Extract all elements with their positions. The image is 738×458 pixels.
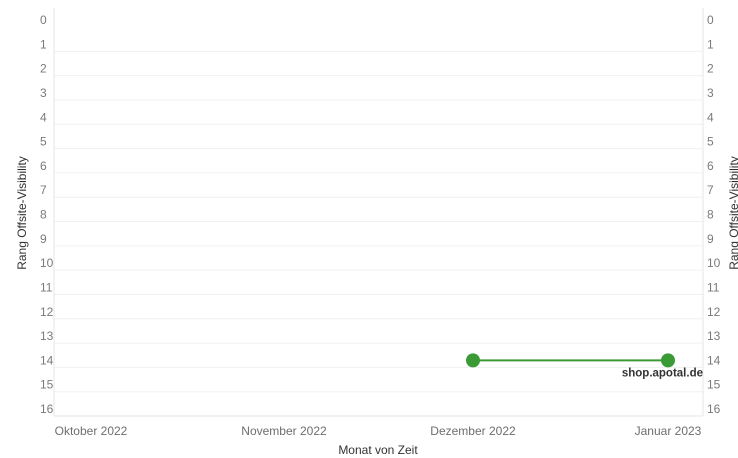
x-axis-ticks: Oktober 2022 November 2022 Dezember 2022 Ja…	[55, 424, 702, 438]
y-tick-left: 10	[40, 256, 54, 270]
y-tick-right: 7	[707, 183, 714, 197]
x-tick-label: November 2022	[241, 424, 327, 438]
y-tick-left: 13	[40, 329, 54, 343]
y-tick-left: 11	[40, 280, 53, 294]
y-tick-left: 9	[40, 232, 47, 246]
gridlines	[54, 50, 703, 417]
y-tick-right: 8	[707, 208, 714, 222]
y-tick-left: 3	[40, 86, 47, 100]
y-tick-left: 6	[40, 159, 47, 173]
y-tick-right: 13	[707, 329, 721, 343]
y-tick-left: 14	[40, 353, 54, 367]
y-tick-left: 2	[40, 62, 47, 76]
data-point[interactable]	[661, 353, 675, 368]
y-tick-right: 2	[707, 62, 714, 76]
y-tick-right: 5	[707, 135, 714, 149]
y-tick-left: 7	[40, 183, 47, 197]
y-tick-right: 15	[707, 378, 721, 392]
series-label: shop.apotal.de	[622, 367, 703, 379]
y-tick-right: 1	[707, 37, 714, 51]
y-tick-right: 11	[707, 280, 720, 294]
y-axis-title-left: Rang Offsite-Visibility	[15, 156, 29, 270]
x-tick-label: Oktober 2022	[55, 424, 128, 438]
y-tick-right: 4	[707, 110, 714, 124]
y-axis-title-right: Rang Offsite-Visibility	[727, 156, 738, 270]
y-tick-right: 10	[707, 256, 721, 270]
y-tick-left: 0	[40, 13, 47, 27]
x-tick-label: Januar 2023	[635, 424, 702, 438]
y-tick-right: 0	[707, 13, 714, 27]
y-tick-right: 3	[707, 86, 714, 100]
x-tick-label: Dezember 2022	[430, 424, 516, 438]
y-tick-right: 12	[707, 305, 721, 319]
y-tick-left: 4	[40, 110, 47, 124]
y-tick-right: 16	[707, 402, 721, 416]
y-tick-right: 9	[707, 232, 714, 246]
y-tick-left: 8	[40, 208, 47, 222]
series-layer: shop.apotal.de	[466, 353, 703, 379]
y-tick-left: 5	[40, 135, 47, 149]
y-tick-right: 14	[707, 353, 721, 367]
y-tick-left: 15	[40, 378, 54, 392]
y-tick-right: 6	[707, 159, 714, 173]
y-tick-left: 12	[40, 305, 54, 319]
y-tick-left: 16	[40, 402, 54, 416]
data-point[interactable]	[466, 353, 480, 368]
y-tick-left: 1	[40, 37, 47, 51]
x-axis-title: Monat von Zeit	[338, 443, 418, 457]
